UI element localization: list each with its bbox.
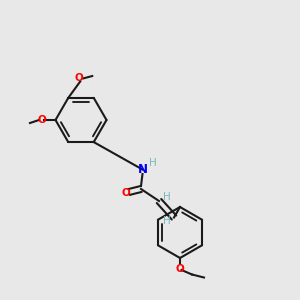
Text: H: H <box>149 158 157 169</box>
Text: O: O <box>121 188 130 199</box>
Text: H: H <box>163 215 170 226</box>
Text: O: O <box>74 73 83 83</box>
Text: O: O <box>176 263 184 274</box>
Text: O: O <box>38 115 46 125</box>
Text: N: N <box>137 163 148 176</box>
Text: H: H <box>163 191 170 202</box>
